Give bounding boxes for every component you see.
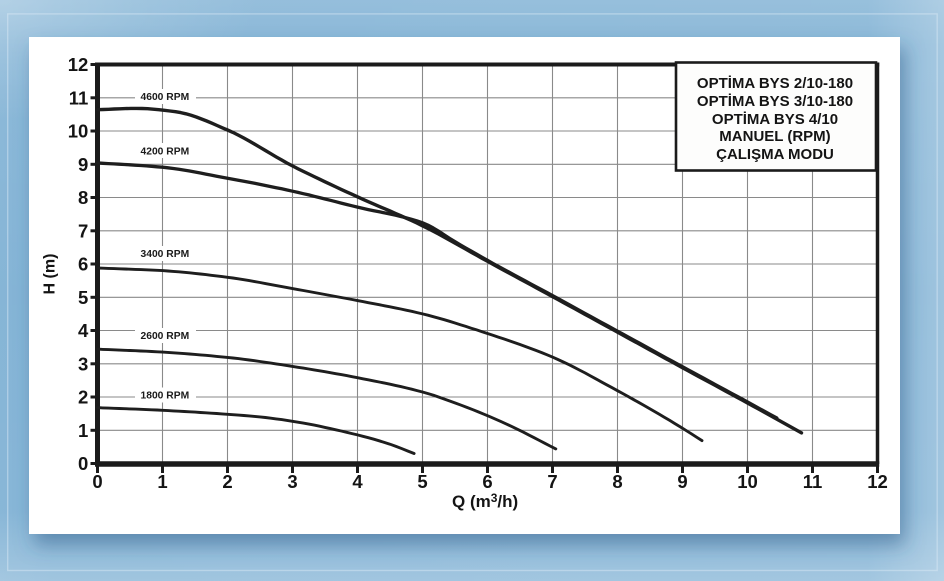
svg-text:2: 2	[222, 471, 232, 492]
svg-text:1: 1	[157, 471, 167, 492]
svg-text:7: 7	[78, 220, 88, 241]
svg-text:2600 RPM: 2600 RPM	[141, 331, 190, 342]
svg-text:0: 0	[78, 453, 88, 474]
svg-text:6: 6	[482, 471, 492, 492]
svg-text:1: 1	[78, 420, 88, 441]
svg-text:1800 RPM: 1800 RPM	[141, 391, 190, 402]
svg-text:4600 RPM: 4600 RPM	[141, 92, 190, 103]
svg-text:3400 RPM: 3400 RPM	[141, 249, 190, 260]
svg-text:OPTİMA BYS 3/10-180: OPTİMA BYS 3/10-180	[697, 93, 853, 110]
svg-text:5: 5	[417, 471, 427, 492]
svg-text:ÇALIŞMA MODU: ÇALIŞMA MODU	[716, 146, 834, 163]
svg-text:10: 10	[68, 121, 89, 142]
svg-text:OPTİMA BYS 2/10-180: OPTİMA BYS 2/10-180	[697, 75, 853, 92]
svg-text:MANUEL (RPM): MANUEL (RPM)	[719, 128, 830, 145]
svg-text:4200 RPM: 4200 RPM	[141, 146, 190, 157]
svg-text:3: 3	[287, 471, 297, 492]
svg-text:Q (m3/h): Q (m3/h)	[452, 491, 518, 511]
svg-text:0: 0	[92, 471, 102, 492]
svg-text:8: 8	[78, 187, 88, 208]
svg-text:OPTİMA BYS 4/10: OPTİMA BYS 4/10	[712, 111, 838, 128]
svg-text:12: 12	[867, 471, 888, 492]
svg-text:11: 11	[803, 471, 823, 492]
svg-text:6: 6	[78, 254, 88, 275]
svg-text:12: 12	[68, 54, 89, 75]
svg-text:3: 3	[78, 353, 88, 374]
svg-text:H (m): H (m)	[42, 254, 59, 295]
svg-text:2: 2	[78, 387, 88, 408]
svg-text:9: 9	[78, 154, 88, 175]
svg-text:5: 5	[78, 287, 88, 308]
svg-text:10: 10	[737, 471, 758, 492]
svg-text:11: 11	[69, 87, 89, 108]
svg-text:7: 7	[547, 471, 557, 492]
svg-text:8: 8	[612, 471, 622, 492]
svg-text:4: 4	[352, 471, 363, 492]
svg-text:9: 9	[677, 471, 687, 492]
svg-text:4: 4	[78, 320, 89, 341]
